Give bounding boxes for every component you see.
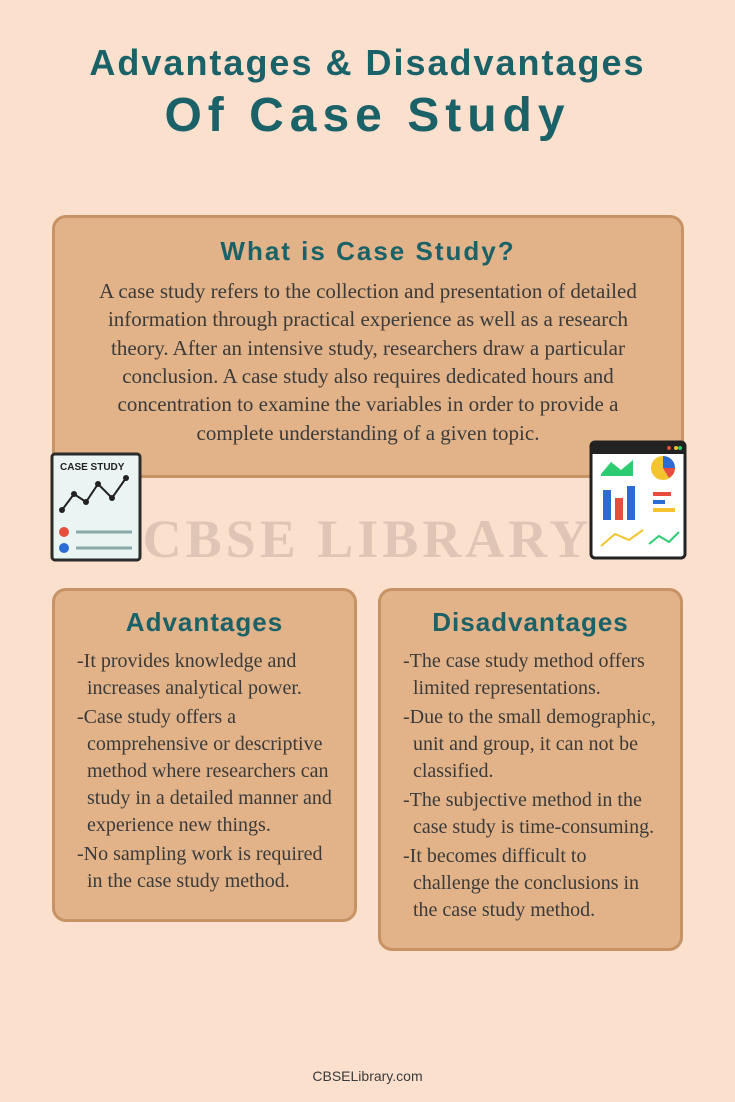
page-title-block: Advantages & Disadvantages Of Case Study <box>0 0 735 143</box>
title-line2: Of Case Study <box>0 88 735 143</box>
title-line1: Advantages & Disadvantages <box>0 42 735 84</box>
advantages-heading: Advantages <box>73 607 336 638</box>
disadvantages-heading: Disadvantages <box>399 607 662 638</box>
list-item: -It provides knowledge and increases ana… <box>73 648 336 702</box>
footer-credit: CBSELibrary.com <box>0 1068 735 1084</box>
case-study-icon: CASE STUDY <box>48 452 144 562</box>
list-item: -No sampling work is required in the cas… <box>73 841 336 895</box>
charts-icon <box>589 440 687 560</box>
list-item: -It becomes difficult to challenge the c… <box>399 843 662 924</box>
definition-body: A case study refers to the collection an… <box>83 277 653 447</box>
advantages-box: Advantages -It provides knowledge and in… <box>52 588 357 922</box>
list-item: -Due to the small demographic, unit and … <box>399 704 662 785</box>
list-item: -Case study offers a comprehensive or de… <box>73 704 336 839</box>
list-item: -The subjective method in the case study… <box>399 787 662 841</box>
svg-text:CASE STUDY: CASE STUDY <box>60 462 125 473</box>
definition-heading: What is Case Study? <box>83 236 653 267</box>
list-item: -The case study method offers limited re… <box>399 648 662 702</box>
definition-box: What is Case Study? A case study refers … <box>52 215 684 478</box>
disadvantages-box: Disadvantages -The case study method off… <box>378 588 683 951</box>
